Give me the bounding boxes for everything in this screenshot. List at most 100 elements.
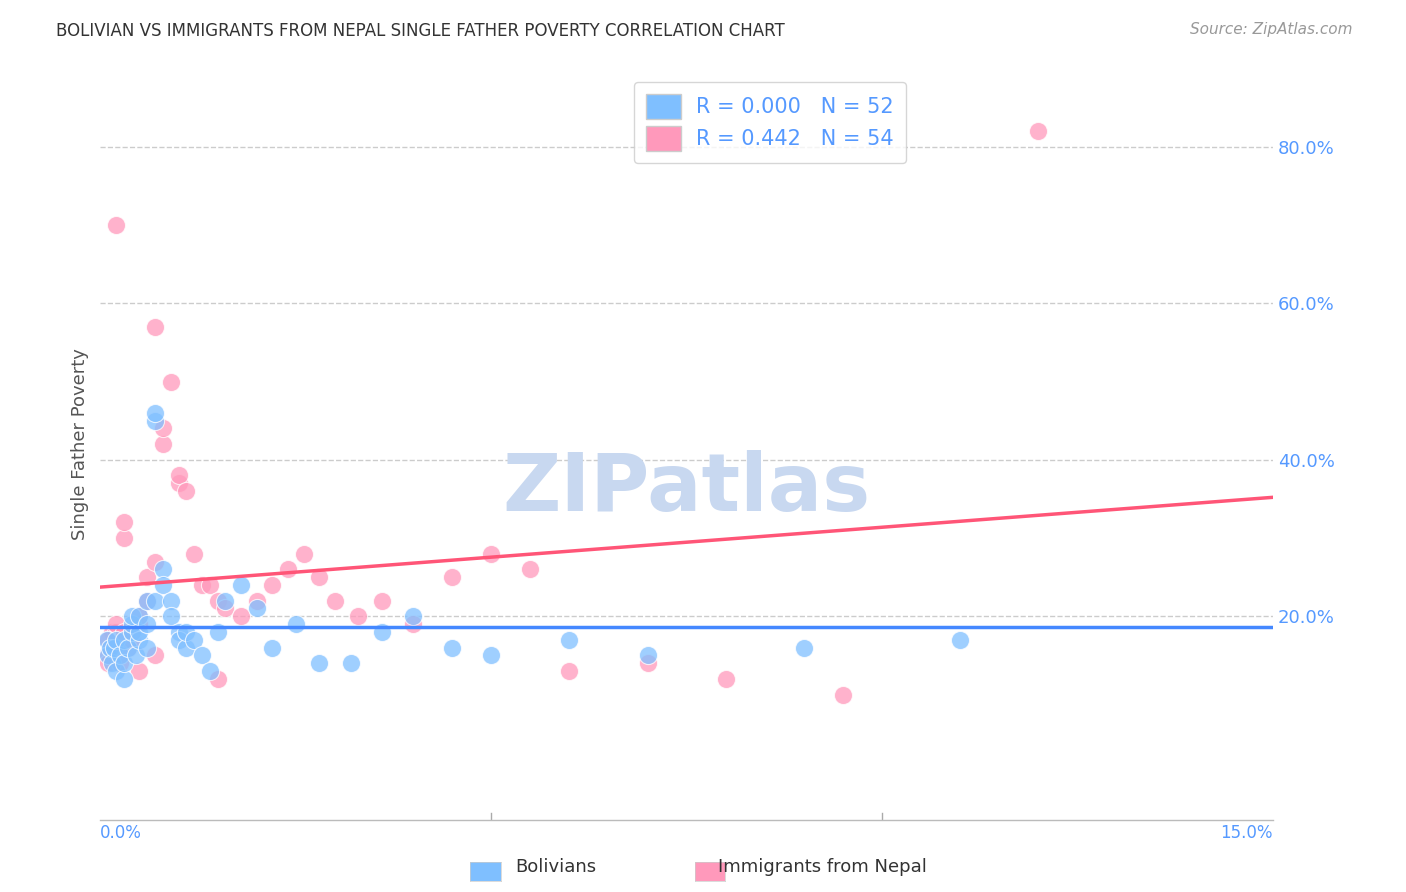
Point bbox=[121, 624, 143, 639]
Point bbox=[143, 319, 166, 334]
Point bbox=[176, 640, 198, 655]
Point bbox=[96, 648, 118, 663]
Point bbox=[121, 609, 143, 624]
Point bbox=[214, 593, 236, 607]
Point bbox=[104, 664, 127, 678]
Text: Source: ZipAtlas.com: Source: ZipAtlas.com bbox=[1189, 22, 1353, 37]
Point bbox=[143, 648, 166, 663]
Point bbox=[191, 648, 214, 663]
Point bbox=[124, 648, 146, 663]
Point bbox=[479, 648, 502, 663]
Point bbox=[112, 531, 135, 545]
Point bbox=[136, 617, 159, 632]
Point bbox=[183, 632, 205, 647]
Point bbox=[176, 624, 198, 639]
Point bbox=[441, 570, 464, 584]
Point bbox=[104, 624, 127, 639]
Point bbox=[277, 562, 299, 576]
Point bbox=[441, 640, 464, 655]
Point bbox=[159, 609, 181, 624]
Point bbox=[229, 609, 252, 624]
Point bbox=[637, 648, 659, 663]
Point bbox=[112, 657, 135, 671]
Point bbox=[793, 640, 815, 655]
Point bbox=[558, 664, 581, 678]
Point bbox=[1028, 124, 1050, 138]
Point bbox=[198, 664, 221, 678]
Point bbox=[128, 609, 150, 624]
Point bbox=[112, 672, 135, 686]
Point bbox=[323, 593, 346, 607]
Point bbox=[214, 601, 236, 615]
Point bbox=[128, 617, 150, 632]
Point bbox=[558, 632, 581, 647]
Text: BOLIVIAN VS IMMIGRANTS FROM NEPAL SINGLE FATHER POVERTY CORRELATION CHART: BOLIVIAN VS IMMIGRANTS FROM NEPAL SINGLE… bbox=[56, 22, 785, 40]
Point bbox=[183, 547, 205, 561]
Point bbox=[104, 218, 127, 232]
Point bbox=[121, 624, 143, 639]
Point bbox=[152, 437, 174, 451]
Point bbox=[98, 640, 121, 655]
Point bbox=[143, 414, 166, 428]
Point bbox=[101, 657, 124, 671]
Point bbox=[371, 624, 394, 639]
Point bbox=[136, 640, 159, 655]
Point bbox=[167, 476, 190, 491]
Point bbox=[112, 632, 135, 647]
Point bbox=[104, 617, 127, 632]
Point bbox=[284, 617, 307, 632]
Point bbox=[159, 593, 181, 607]
Point bbox=[136, 593, 159, 607]
Point bbox=[308, 657, 330, 671]
Point bbox=[128, 609, 150, 624]
Point bbox=[112, 624, 135, 639]
Point bbox=[152, 421, 174, 435]
Point bbox=[246, 601, 269, 615]
Point bbox=[292, 547, 315, 561]
Point bbox=[191, 578, 214, 592]
Point bbox=[128, 624, 150, 639]
Point bbox=[262, 640, 284, 655]
Point bbox=[198, 578, 221, 592]
Point bbox=[167, 624, 190, 639]
Point bbox=[128, 664, 150, 678]
Point bbox=[714, 672, 737, 686]
Point bbox=[97, 632, 120, 647]
Point bbox=[98, 640, 121, 655]
Point bbox=[121, 632, 143, 647]
Point bbox=[136, 593, 159, 607]
Point bbox=[347, 609, 370, 624]
Point bbox=[246, 593, 269, 607]
Point bbox=[143, 406, 166, 420]
Point bbox=[152, 562, 174, 576]
Point bbox=[207, 672, 229, 686]
Point bbox=[121, 624, 143, 639]
Point bbox=[121, 617, 143, 632]
Point bbox=[97, 648, 120, 663]
Text: Immigrants from Nepal: Immigrants from Nepal bbox=[718, 858, 927, 876]
Point bbox=[104, 632, 127, 647]
Text: Bolivians: Bolivians bbox=[515, 858, 596, 876]
Point bbox=[159, 375, 181, 389]
Point bbox=[479, 547, 502, 561]
Text: ZIPatlas: ZIPatlas bbox=[502, 450, 870, 528]
Point bbox=[519, 562, 541, 576]
Point bbox=[207, 593, 229, 607]
Point bbox=[229, 578, 252, 592]
Point bbox=[101, 624, 124, 639]
Text: 0.0%: 0.0% bbox=[100, 823, 142, 842]
Point bbox=[143, 554, 166, 568]
Point bbox=[117, 640, 139, 655]
Point bbox=[308, 570, 330, 584]
Point bbox=[832, 688, 855, 702]
Y-axis label: Single Father Poverty: Single Father Poverty bbox=[72, 348, 89, 540]
Point bbox=[167, 632, 190, 647]
Point bbox=[108, 657, 131, 671]
Point bbox=[112, 516, 135, 530]
Point bbox=[402, 617, 425, 632]
Point bbox=[262, 578, 284, 592]
Point bbox=[207, 624, 229, 639]
Text: 15.0%: 15.0% bbox=[1220, 823, 1272, 842]
Point bbox=[402, 609, 425, 624]
Point bbox=[117, 640, 139, 655]
